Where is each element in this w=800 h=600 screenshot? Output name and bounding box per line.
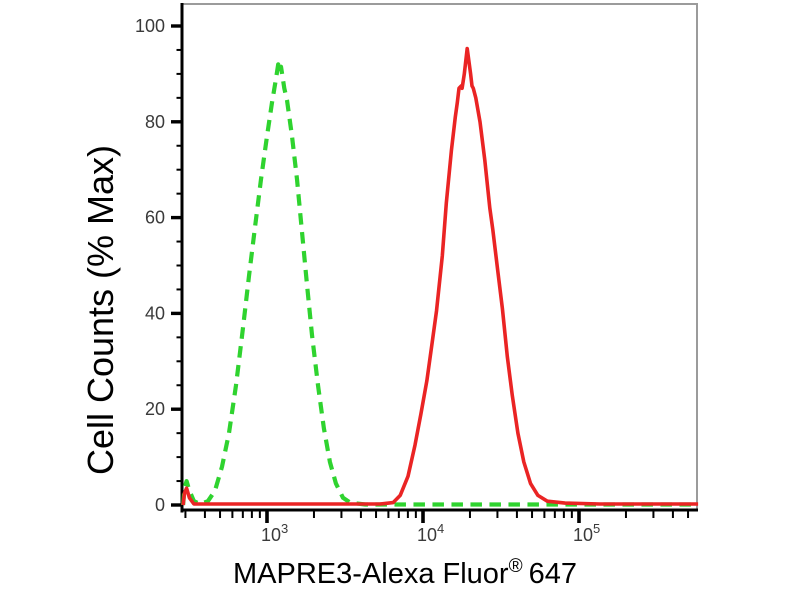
x-axis-tick-label: 104 [417, 521, 444, 545]
x-axis-tick-label: 105 [573, 521, 600, 545]
chart-generated-layer: 0 20 40 60 80 100 103 104 105 [135, 3, 699, 545]
y-axis-tick-label: 100 [135, 16, 165, 36]
green-dashed-control-curve [181, 62, 699, 507]
x-axis-title-main: MAPRE3-Alexa Fluor [233, 558, 509, 590]
plot-frame [183, 3, 698, 511]
y-axis-tick-label: 40 [145, 303, 165, 323]
x-axis-tick-label: 103 [261, 521, 288, 545]
x-axis-title-suffix: 647 [529, 558, 577, 590]
y-axis-title: Cell Counts (% Max) [80, 145, 121, 475]
y-axis-tick-label: 60 [145, 208, 165, 228]
registered-trademark-icon: ® [509, 556, 523, 577]
x-axis-title: MAPRE3-Alexa Fluor® 647 [233, 556, 577, 590]
red-solid-stained-curve [181, 46, 699, 506]
y-axis-tick-label: 80 [145, 112, 165, 132]
y-axis-tick-label: 20 [145, 399, 165, 419]
y-axis-tick-label: 0 [155, 495, 165, 515]
